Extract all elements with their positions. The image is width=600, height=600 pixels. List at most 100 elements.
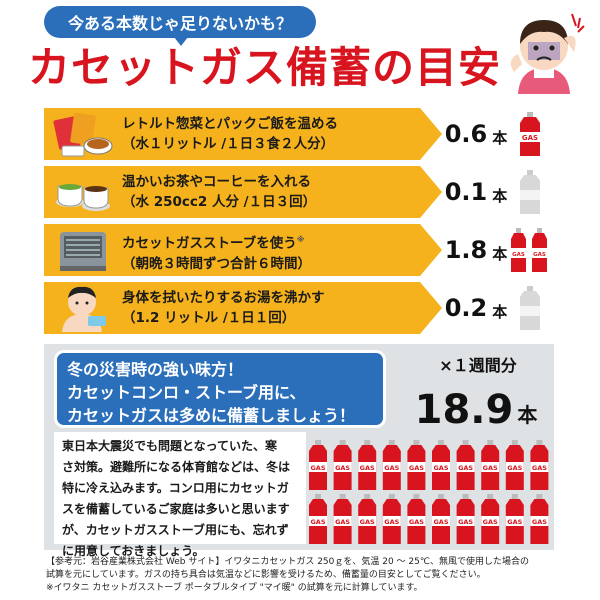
row-value-number: 0.6 — [444, 120, 488, 148]
body-text: 東日本大震災でも問題となっていた、寒 さ対策。避難所になる体育館などは、冬は 特… — [54, 432, 306, 558]
gas-can-icon: GAS — [407, 494, 426, 544]
gas-can-label: GAS — [507, 518, 522, 526]
gas-can-icon: GAS — [481, 494, 500, 544]
row-value-unit: 本 — [492, 186, 508, 205]
notice-line1: 冬の災害時の強い味方！ — [67, 360, 244, 379]
row-description: 温かいお茶やコーヒーを入れる （水 250cc2 人分 /１日３回） — [122, 172, 422, 212]
footnote-line: 【参考元：岩谷産業株式会社 Web サイト】イワタニカセットガス 250ｇを、気… — [46, 557, 529, 567]
row-description: カセットガスストーブを使う※ （朝晩３時間ずつ合計６時間） — [122, 230, 422, 274]
body-text-line: が、カセットガスストーブ用にも、忘れず — [62, 523, 289, 537]
total-value: 18.9 — [414, 387, 514, 433]
gas-can-gray-icon — [520, 286, 540, 330]
tea-coffee-icon — [56, 184, 110, 211]
body-text-line: に用意しておきましょう。 — [62, 544, 205, 558]
row-line2: （水 250cc2 人分 /１日３回） — [122, 194, 317, 210]
gas-can-label: GAS — [335, 518, 350, 526]
footnote: 【参考元：岩谷産業株式会社 Web サイト】イワタニカセットガス 250ｇを、気… — [46, 556, 556, 595]
gas-can-icon: GAS — [456, 494, 475, 544]
gas-can-pair-icon: GAS GAS — [511, 228, 547, 272]
gas-can-icon: GAS — [530, 440, 549, 490]
gas-can-label: GAS — [310, 464, 325, 472]
body-text-line: さ対策。避難所になる体育館などは、冬は — [62, 460, 291, 474]
subtitle-banner: 今ある本数じゃ足りないかも？ — [44, 6, 316, 46]
row-line1: カセットガスストーブを使う — [122, 235, 297, 252]
row-note-mark: ※ — [296, 235, 305, 244]
retort-food-icon — [53, 112, 113, 157]
gas-can-label: GAS — [384, 518, 399, 526]
gas-can-icon: GAS — [382, 440, 401, 490]
row-line2: （水１リットル /１日３食２人分） — [122, 136, 335, 152]
row-value-unit: 本 — [492, 244, 508, 263]
gas-can-icon: GAS — [309, 440, 327, 490]
usage-row-hot-water: 身体を拭いたりするお湯を沸かす （1.2 リットル /１日１回） 0.2 本 — [44, 282, 554, 334]
gas-can-label: GAS — [507, 464, 522, 472]
gas-can-label: GAS — [409, 464, 424, 472]
week-label: ×１週間分 — [439, 356, 517, 375]
row-line2: （朝晩３時間ずつ合計６時間） — [122, 255, 311, 272]
gas-can-icon: GAS — [358, 440, 377, 490]
row-value-unit: 本 — [492, 128, 508, 147]
footnote-line: ※イワタニ カセットガスストーブ ポータブルタイプ "マイ暖" の試算を元に計算… — [46, 583, 423, 593]
row-line1: 温かいお茶やコーヒーを入れる — [122, 174, 311, 190]
gas-can-icon: GAS — [530, 494, 549, 544]
gas-can-icon: GAS — [432, 494, 450, 544]
gas-can-label: GAS — [458, 518, 473, 526]
gas-can-label: GAS — [384, 464, 399, 472]
row-value-number: 0.1 — [444, 178, 488, 206]
page-title: カセットガス備蓄の目安 — [28, 43, 502, 92]
gas-can-label: GAS — [532, 518, 547, 526]
row-band — [44, 224, 442, 276]
usage-row-tea: 温かいお茶やコーヒーを入れる （水 250cc2 人分 /１日３回） 0.1 本 — [44, 166, 554, 218]
gas-can-label: GAS — [512, 252, 525, 258]
row-description: 身体を拭いたりするお湯を沸かす （1.2 リットル /１日１回） — [122, 288, 422, 328]
gas-can-label: GAS — [458, 464, 473, 472]
gas-can-label: GAS — [483, 518, 498, 526]
row-band — [44, 108, 442, 160]
gas-can-label: GAS — [522, 134, 538, 142]
row-line2: （1.2 リットル /１日１回） — [122, 310, 296, 326]
row-value: 1.8 本 — [426, 224, 526, 276]
gas-can-label: GAS — [360, 464, 375, 472]
gas-can-icon: GAS — [382, 494, 401, 544]
notice-box: 冬の災害時の強い味方！ カセットコンロ・ストーブ用に、 カセットガスは多めに備蓄… — [54, 350, 386, 428]
gas-cans-grid: GAS GAS GAS GAS GAS GAS GAS GAS GAS GAS GAS GAS GAS G… — [309, 440, 549, 544]
row-value: 0.6 本 — [426, 108, 526, 160]
row-value-number: 1.8 — [444, 236, 488, 264]
row-value: 0.2 本 — [426, 282, 526, 334]
gas-can-icon: GAS — [333, 494, 352, 544]
gas-can-label: GAS — [433, 464, 448, 472]
body-text-line: 東日本大震災でも問題となっていた、寒 — [62, 439, 278, 453]
gas-can-label: GAS — [360, 518, 375, 526]
footnote-line: 試算を元にしています。ガスの持ち具合は気温などに影響を受けるため、備蓄量の目安と… — [46, 570, 486, 580]
gas-can-label: GAS — [409, 518, 424, 526]
body-text-line: 特に冷え込みます。コンロ用にカセットガ — [62, 481, 289, 495]
row-description: レトルト惣菜とパックご飯を温める （水１リットル /１日３食２人分） — [122, 114, 422, 154]
row-line1: 身体を拭いたりするお湯を沸かす — [122, 290, 325, 306]
person-towel-icon — [62, 286, 106, 332]
gas-can-icon: GAS — [456, 440, 475, 490]
gas-can-icon: GAS — [520, 112, 540, 156]
usage-row-stove: カセットガスストーブを使う※ （朝晩３時間ずつ合計６時間） 1.8 本 GAS … — [44, 224, 554, 276]
gas-can-icon: GAS — [432, 440, 450, 490]
gas-can-icon: GAS — [333, 440, 352, 490]
row-value-unit: 本 — [492, 302, 508, 321]
body-text-line: スを備蓄しているご家庭は多いと思います — [62, 502, 290, 516]
gas-can-label: GAS — [310, 518, 325, 526]
gas-can-icon: GAS — [505, 494, 524, 544]
gas-can-icon: GAS — [407, 440, 426, 490]
gas-can-icon: GAS — [481, 440, 500, 490]
usage-row-retort: レトルト惣菜とパックご飯を温める （水１リットル /１日３食２人分） 0.6 本… — [44, 108, 554, 160]
total-amount: 18.9 本 — [398, 380, 554, 432]
gas-stove-icon — [60, 232, 106, 271]
row-band — [44, 166, 442, 218]
gas-can-gray-icon — [520, 170, 540, 214]
gas-can-label: GAS — [483, 464, 498, 472]
notice-line3: カセットガスは多めに備蓄しましょう！ — [67, 406, 356, 425]
gas-can-label: GAS — [533, 252, 546, 258]
gas-can-label: GAS — [335, 464, 350, 472]
gas-can-icon: GAS — [309, 494, 327, 544]
gas-can-icon: GAS — [358, 494, 377, 544]
gas-can-label: GAS — [532, 464, 547, 472]
notice-line2: カセットコンロ・ストーブ用に、 — [67, 383, 306, 402]
total-unit: 本 — [517, 403, 538, 427]
